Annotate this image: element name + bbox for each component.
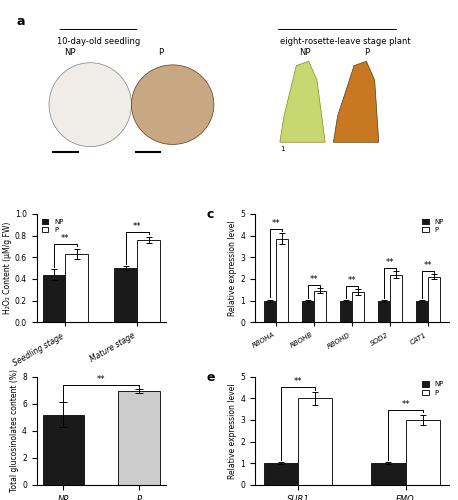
Text: a: a [16,15,25,28]
Text: P: P [158,48,163,58]
Legend: NP, P: NP, P [421,380,445,397]
Text: **: ** [424,261,432,270]
Y-axis label: Relative expression level: Relative expression level [229,220,238,316]
Bar [298,398,333,485]
Bar [43,274,65,322]
Text: **: ** [97,375,105,384]
Text: c: c [207,208,214,222]
Text: **: ** [310,275,318,284]
Text: eight-rosette-leave stage plant: eight-rosette-leave stage plant [280,36,411,46]
Bar [416,300,428,322]
Bar [302,300,314,322]
Bar [264,300,276,322]
Polygon shape [333,62,379,142]
Polygon shape [280,62,325,142]
Text: **: ** [272,219,280,228]
Bar [340,300,352,322]
Bar [378,300,390,322]
Text: 10-day-old seedling: 10-day-old seedling [57,36,140,46]
Bar [428,277,440,322]
Bar [43,414,84,485]
Bar [314,291,326,322]
Legend: NP, P: NP, P [421,218,445,234]
Text: **: ** [61,234,70,243]
Bar [114,268,137,322]
Text: **: ** [401,400,410,409]
Bar [352,292,364,322]
Y-axis label: H₂O₂ Content (μM/g FW): H₂O₂ Content (μM/g FW) [3,222,12,314]
Text: **: ** [348,276,356,285]
Y-axis label: Total glucosinolates content (%): Total glucosinolates content (%) [10,370,19,492]
Bar [65,254,88,322]
Legend: NP, P: NP, P [40,218,65,234]
Bar [276,239,288,322]
Y-axis label: Relative expression level: Relative expression level [229,383,238,478]
Text: 1: 1 [280,146,284,152]
Bar [264,464,298,485]
Text: NP: NP [299,48,311,58]
Bar [390,274,402,322]
Bar [118,392,160,485]
Ellipse shape [131,65,214,144]
Text: NP: NP [64,48,76,58]
Bar [371,464,406,485]
Text: **: ** [133,222,142,231]
Ellipse shape [49,62,131,146]
Bar [137,240,160,322]
Text: **: ** [386,258,394,267]
Bar [406,420,440,485]
Text: e: e [207,371,215,384]
Text: **: ** [294,378,302,386]
Text: P: P [364,48,369,58]
